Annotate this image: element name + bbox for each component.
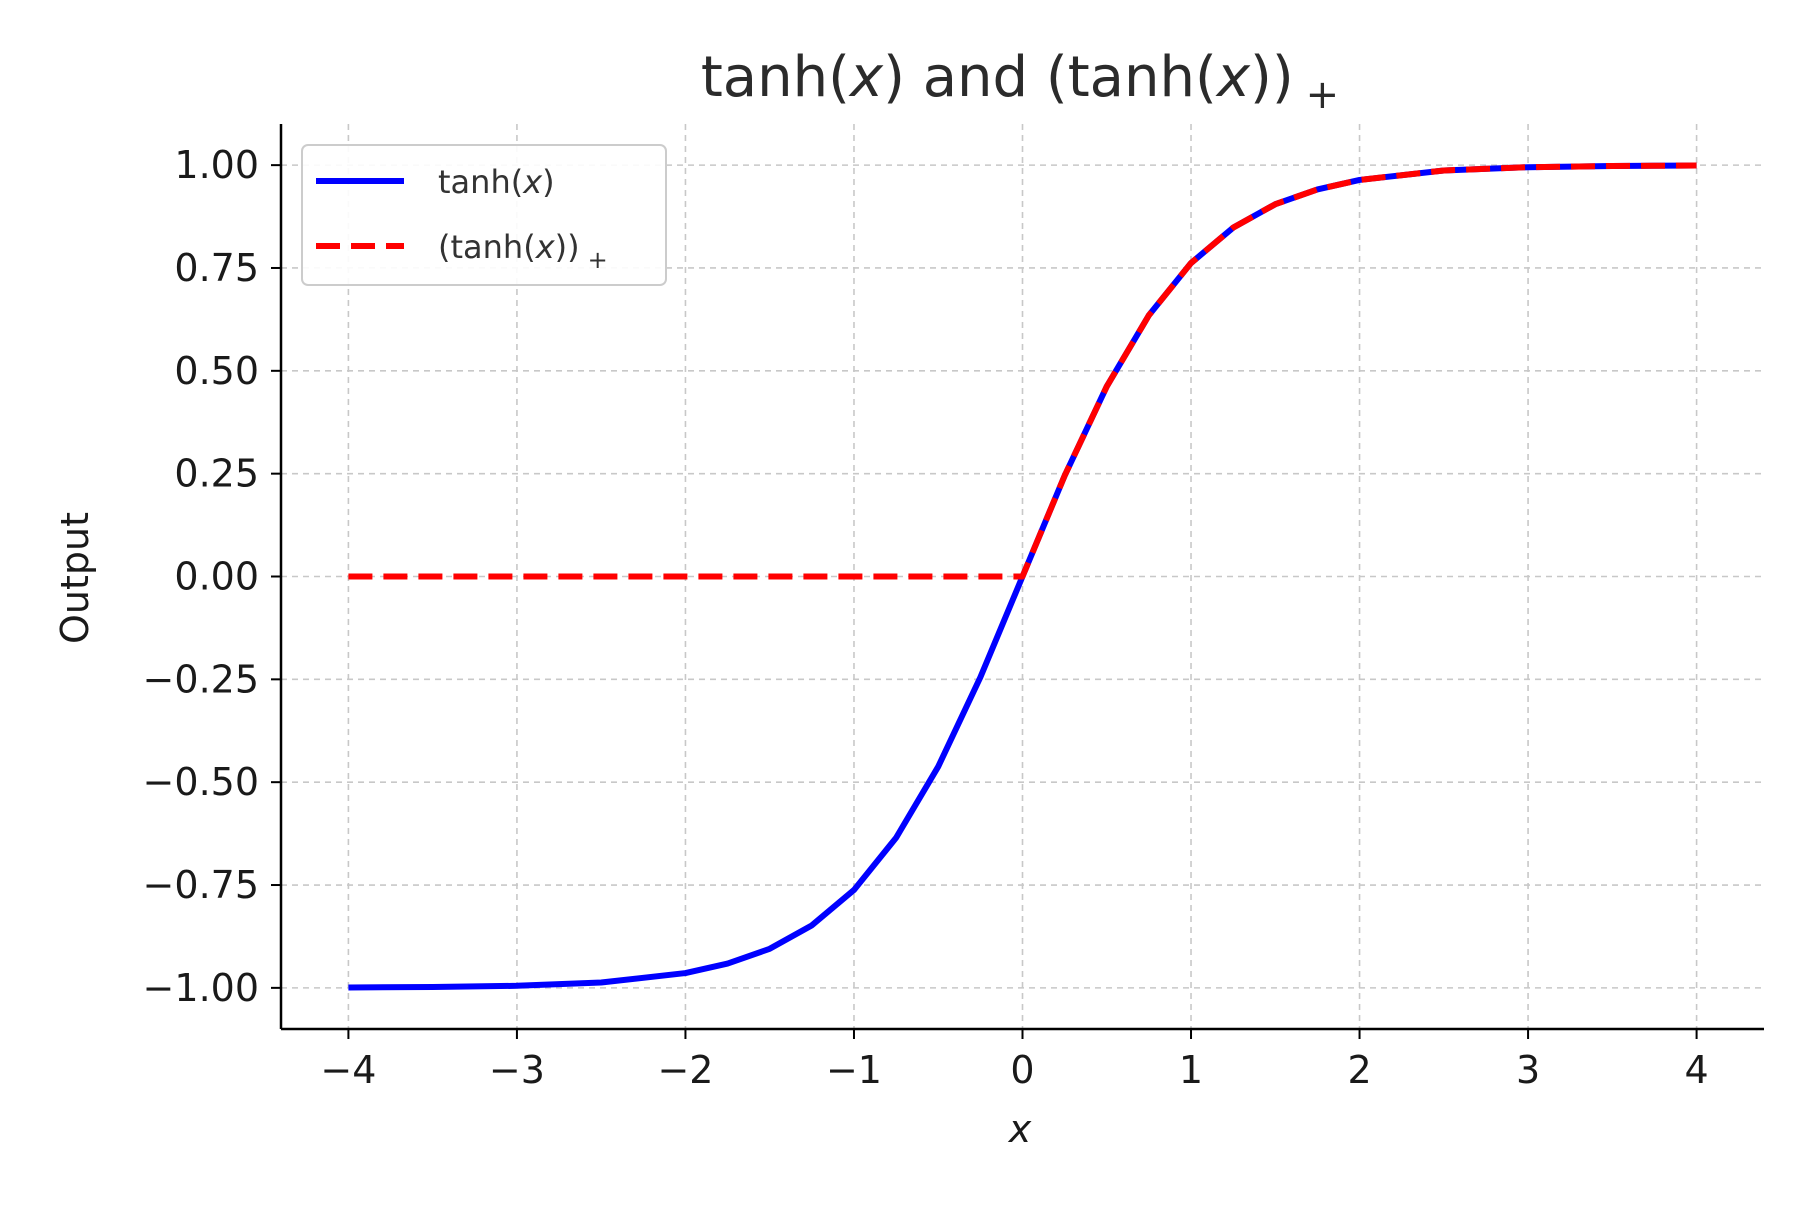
x-tick-label: 3 (1516, 1048, 1540, 1092)
title-part-mid: ) and (tanh( (883, 45, 1217, 110)
legend-label-tanh-plus-var: x (535, 228, 556, 266)
y-tick-label: 0.50 (174, 349, 259, 393)
chart-title: tanh(x) and (tanh(x)) + (701, 45, 1339, 118)
legend-label-tanh-pre: tanh( (438, 163, 523, 201)
legend-label-tanh-plus: (tanh(x)) + (438, 228, 608, 274)
title-part-end: )) (1250, 45, 1294, 110)
title-part-main: tanh( (701, 45, 850, 110)
x-tick-label: −2 (657, 1048, 713, 1092)
series-group (348, 162, 1697, 991)
x-axis-title: x (1008, 1107, 1032, 1151)
y-tick-label: 1.00 (174, 143, 259, 187)
y-tick-label: −0.75 (143, 863, 259, 907)
y-tick-label: −1.00 (143, 966, 259, 1010)
legend-label-tanh-plus-post: )) (555, 228, 580, 266)
legend-label-tanh: tanh(x) (438, 163, 555, 201)
legend-label-tanh-var: x (522, 163, 543, 201)
y-tick-label: 0.25 (174, 452, 259, 496)
legend-label-tanh-plus-sub: + (588, 246, 608, 274)
x-tick-label: 4 (1684, 1048, 1708, 1092)
tick-labels: −4 −3 −2 −1 0 1 2 3 4 1.00 0.75 0.50 0.25 0.00 −0.25 −0… (143, 143, 1709, 1092)
title-var: x (848, 45, 884, 110)
y-tick-label: −0.50 (143, 760, 259, 804)
x-tick-label: 1 (1179, 1048, 1203, 1092)
x-tick-label: −3 (489, 1048, 545, 1092)
legend: tanh(x) (tanh(x)) + (301, 144, 667, 286)
title-var-2: x (1215, 45, 1251, 110)
x-tick-label: 0 (1010, 1048, 1034, 1092)
y-tick-label: −0.25 (143, 657, 259, 701)
y-tick-label: 0.00 (174, 555, 259, 599)
legend-label-tanh-post: ) (542, 163, 554, 201)
y-axis-title: Output (53, 512, 97, 644)
series-line-tanh-plus (348, 162, 1697, 580)
title-subscript: + (1306, 72, 1340, 118)
legend-label-tanh-plus-pre: (tanh( (438, 228, 536, 266)
x-tick-label: 2 (1347, 1048, 1371, 1092)
x-tick-label: −1 (826, 1048, 882, 1092)
x-tick-label: −4 (320, 1048, 376, 1092)
y-tick-label: 0.75 (174, 246, 259, 290)
